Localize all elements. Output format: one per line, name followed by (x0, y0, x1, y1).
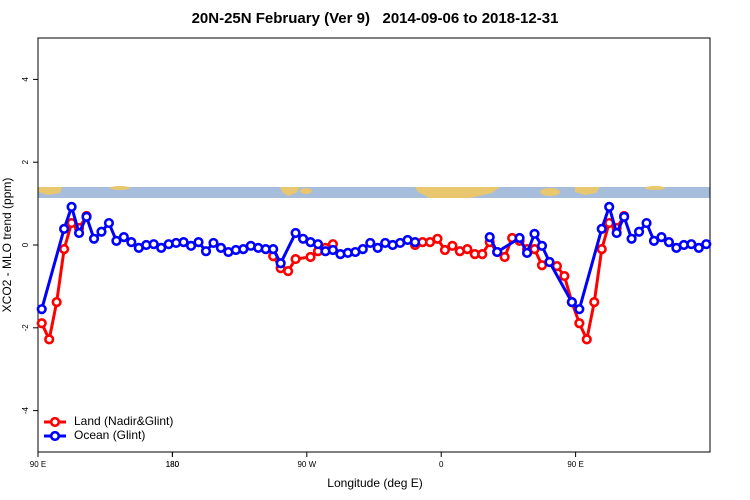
point (96, 226, 107, 237)
point (36, 304, 47, 315)
point (484, 232, 495, 243)
legend-marker (49, 416, 61, 428)
point (619, 211, 630, 222)
point (215, 242, 227, 253)
point (111, 235, 122, 246)
point (372, 242, 383, 253)
point (59, 223, 70, 234)
point (514, 232, 525, 244)
point (663, 237, 675, 248)
x-tick-label: 90 E (30, 460, 46, 469)
point (81, 211, 92, 222)
point (439, 244, 451, 256)
map-strip (38, 186, 710, 198)
point (701, 239, 712, 250)
x-tick-label: 180 (166, 460, 180, 469)
point (327, 244, 339, 256)
legend-label: Ocean (Glint) (74, 428, 145, 442)
point (208, 237, 219, 249)
x-tick-label: 90 W (297, 460, 316, 469)
point (36, 318, 47, 329)
point (290, 227, 301, 239)
point (596, 223, 607, 234)
point (312, 239, 324, 250)
point (103, 217, 115, 229)
x-tick-label: 0 (439, 460, 444, 469)
y-tick-label: -2 (21, 324, 30, 332)
point (178, 237, 189, 248)
x-axis-label: Longitude (deg E) (327, 476, 422, 490)
point (447, 240, 458, 251)
y-tick-label: 2 (21, 159, 30, 164)
point (566, 297, 577, 308)
x-tick-label: 180 (166, 460, 180, 469)
point (118, 232, 129, 243)
point (290, 253, 301, 265)
point (283, 265, 294, 277)
point (574, 304, 585, 315)
point (559, 270, 570, 282)
point (193, 237, 204, 248)
point (544, 256, 555, 268)
point (529, 228, 540, 239)
y-tick-label: 4 (21, 77, 30, 82)
point (536, 240, 548, 251)
point (693, 242, 704, 253)
point (589, 297, 600, 308)
point (88, 233, 100, 244)
point (648, 235, 660, 246)
point (626, 233, 637, 244)
point (686, 239, 697, 250)
point (73, 227, 85, 239)
legend-label: Land (Nadir&Glint) (74, 414, 173, 428)
y-axis-label: XCO2 - MLO trend (ppm) (0, 178, 14, 313)
point (641, 217, 652, 229)
point (268, 244, 279, 255)
y-tick-label: 0 (21, 242, 30, 247)
point (409, 237, 421, 248)
point (44, 334, 55, 345)
point (462, 244, 473, 255)
point (185, 240, 197, 251)
point (432, 233, 443, 244)
chart-title: 20N-25N February (Ver 9) 2014-09-06 to 2… (192, 10, 559, 27)
point (477, 249, 488, 260)
point (596, 244, 607, 255)
point (156, 242, 167, 253)
legend-marker (49, 430, 61, 442)
point (633, 226, 645, 237)
point (499, 251, 510, 263)
point (604, 201, 615, 213)
point (275, 258, 286, 269)
point (521, 247, 533, 258)
point (51, 297, 62, 308)
point (66, 201, 77, 213)
point (148, 239, 159, 250)
point (200, 246, 212, 257)
point (581, 334, 592, 345)
point (492, 246, 503, 258)
y-tick-label: -4 (21, 406, 30, 414)
point (656, 232, 667, 243)
point (305, 251, 316, 263)
point (574, 318, 585, 329)
x-tick-label: 90 E (567, 460, 583, 469)
point (365, 237, 376, 249)
point (59, 244, 70, 255)
point (357, 244, 368, 255)
point (611, 227, 622, 239)
point (126, 237, 137, 248)
